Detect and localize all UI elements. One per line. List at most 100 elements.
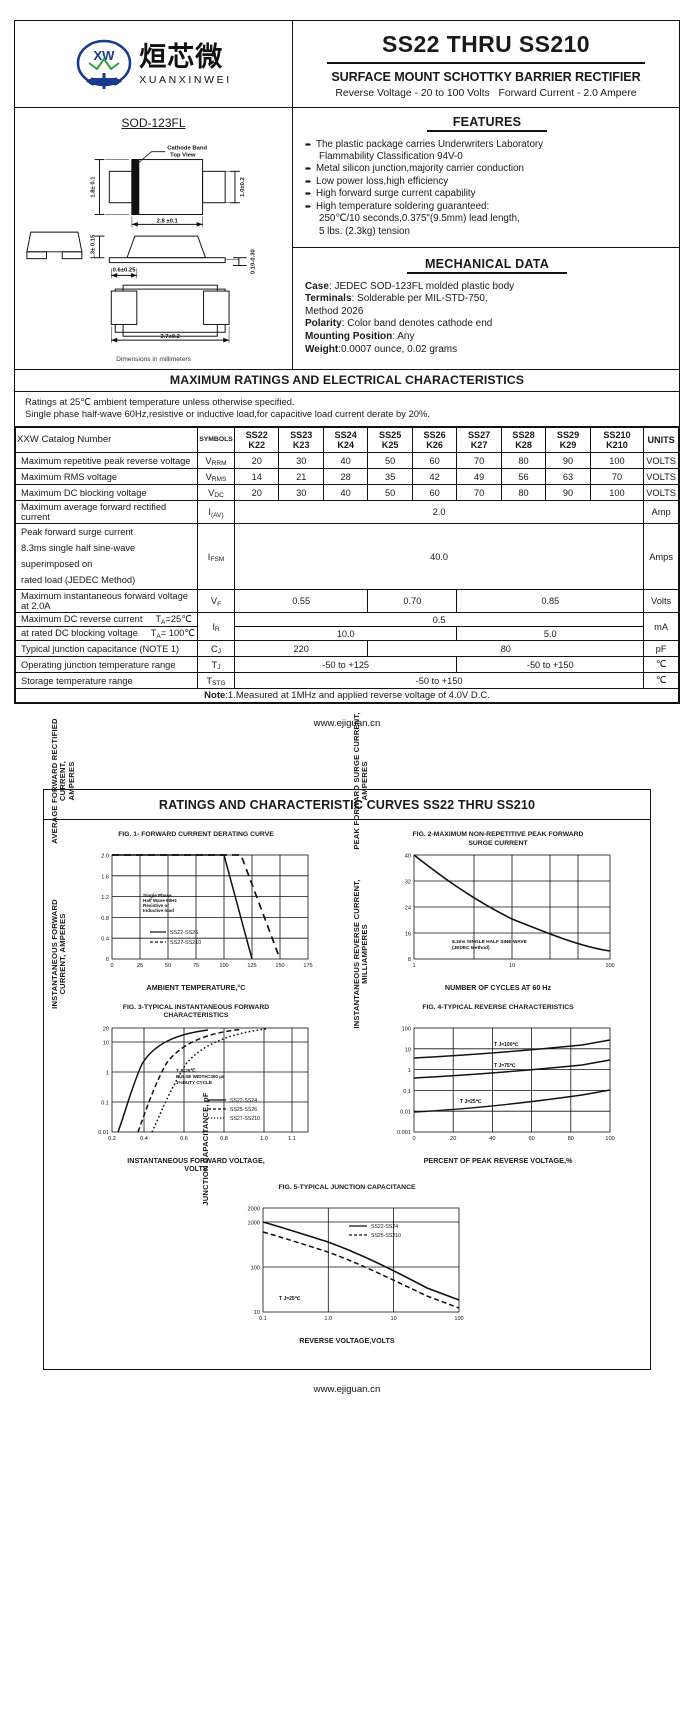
fig4-curve-label-2: T J=25℃ <box>460 1098 482 1105</box>
fig4-curve-label-1: T J=75℃ <box>494 1062 516 1069</box>
svg-text:100: 100 <box>219 963 228 969</box>
cell: 70 <box>456 484 502 502</box>
svg-text:0.4: 0.4 <box>101 937 109 943</box>
mechanical-divider <box>407 272 567 274</box>
mech-value: Method 2026 <box>305 305 364 317</box>
mech-value: JEDEC SOD-123FL molded plastic body <box>334 280 515 292</box>
svg-text:2000: 2000 <box>248 1207 260 1213</box>
fig3-legend-0: SS22-SS24 <box>230 1098 257 1104</box>
curves-body: FIG. 1- FORWARD CURRENT DERATING CURVE A… <box>44 713 650 1369</box>
mechanical-row: Polarity: Color band denotes cathode end <box>305 318 493 330</box>
bullet-icon: ➨ <box>305 189 312 199</box>
dim-standoff: 0.10-0.30 <box>251 248 257 274</box>
mech-label: Case <box>305 280 329 292</box>
package-drawing-panel: SOD-123FL <box>15 108 293 369</box>
feature-text: 5 lbs. (2.3kg) tension <box>319 225 410 237</box>
fig1-series-ss27-ss210 <box>112 854 281 960</box>
ratings-note-line2: Single phase half-wave 60Hz,resistive or… <box>25 408 430 420</box>
col-part-ss28: SS28 K28 <box>500 426 547 454</box>
cell: 42 <box>411 468 458 486</box>
svg-text:175: 175 <box>303 963 312 969</box>
row-unit: mA <box>643 612 679 642</box>
surge-line3: rated load (JEDEC Method) <box>21 574 136 585</box>
fig3-series-ss22-ss24 <box>117 1028 209 1132</box>
fig5-series-ss22-ss24 <box>262 1221 460 1301</box>
curves-row-3: FIG. 5-TYPICAL JUNCTION CAPACITANCE JUNC… <box>52 1093 642 1345</box>
fig4-series-tj100 <box>413 1038 611 1059</box>
fig4-title: FIG. 4-TYPICAL REVERSE CHARACTERISTICS <box>422 1003 574 1011</box>
row-label: Maximum RMS voltage <box>15 468 198 486</box>
company-name-en: XUANXINWEI <box>139 74 232 86</box>
features-list: ➨ The plastic package carries Underwriter… <box>305 139 669 238</box>
fig1-plot: 2.0 1.6 1.2 0.8 0.4 0 0 25 50 75 100 <box>101 854 312 970</box>
svg-text:75: 75 <box>193 963 199 969</box>
surge-line1: Peak forward surge current <box>21 527 134 538</box>
svg-text:25: 25 <box>137 963 143 969</box>
feature-text: The plastic package carries Underwriters… <box>316 138 544 150</box>
cell: 35 <box>367 468 413 486</box>
fig1-legend: SS22-SS26 SS27-SS210 <box>150 930 201 946</box>
cell: 40 <box>322 452 369 470</box>
cell-group: -50 to +125 <box>233 656 458 674</box>
package-name: SOD-123FL <box>121 116 186 130</box>
features-divider <box>427 130 547 132</box>
svg-text:0: 0 <box>106 957 109 963</box>
svg-text:1: 1 <box>106 1070 109 1076</box>
row-unit: ℃ <box>643 672 679 690</box>
svg-text:100: 100 <box>605 1136 614 1142</box>
rating-summary: Reverse Voltage - 20 to 100 Volts Forwar… <box>301 88 671 99</box>
fig5-series-ss25-ss210 <box>262 1231 460 1309</box>
cell: 100 <box>589 484 645 502</box>
title-divider <box>326 62 646 64</box>
cell-span: -50 to +150 <box>233 672 645 690</box>
cell-group: 80 <box>367 640 645 658</box>
cell: 50 <box>367 484 413 502</box>
mech-label: Terminals <box>305 293 352 305</box>
col-catalog-number: XXW Catalog Number <box>15 426 198 454</box>
fig3-title: FIG. 3-TYPICAL INSTANTANEOUS FORWARD CHAR… <box>122 1003 270 1019</box>
page2-footer-url[interactable]: www.ejiguan.cn <box>313 1384 381 1396</box>
dim-thickness: 1.3± 0.15 <box>91 234 97 259</box>
feature-item: ➨ Low power loss,high efficiency <box>305 176 669 188</box>
svg-text:0: 0 <box>412 1136 415 1142</box>
dim-total-length: 3.7±0.2 <box>160 334 180 340</box>
chart-fig1: FIG. 1- FORWARD CURRENT DERATING CURVE A… <box>50 719 340 993</box>
dim-pad-width: 0.6±0.25 <box>113 267 137 273</box>
cell: 20 <box>233 484 280 502</box>
middle-section: SOD-123FL <box>15 108 679 370</box>
col-part-ss22: SS22 K22 <box>233 426 280 454</box>
row-unit: VOLTS <box>643 468 679 486</box>
mechanical-row: Terminals: Solderable per MIL-STD-750, <box>305 293 488 305</box>
row-symbol: IR <box>197 612 235 642</box>
cell: 90 <box>545 452 591 470</box>
cell: 100 <box>589 452 645 470</box>
svg-text:0: 0 <box>110 963 113 969</box>
mechanical-row: Case: JEDEC SOD-123FL molded plastic bod… <box>305 280 515 292</box>
svg-text:0.4: 0.4 <box>140 1136 148 1142</box>
svg-text:0.01: 0.01 <box>400 1109 411 1115</box>
specs-panel: FEATURES ➨ The plastic package carries Un… <box>293 108 679 369</box>
bullet-icon: ➨ <box>305 176 312 186</box>
svg-text:0.2: 0.2 <box>108 1136 116 1142</box>
feature-text: 250℃/10 seconds,0.375"(9.5mm) lead lengt… <box>319 213 520 225</box>
cell: 50 <box>367 452 413 470</box>
table-row: Maximum RMS voltage VRMS 14 21 28 35 42 … <box>15 468 679 486</box>
col-part-ss210: SS210 K210 <box>589 426 645 454</box>
table-row: Maximum instantaneous forward voltage at… <box>15 589 679 614</box>
row-symbol: IFSM <box>197 523 235 591</box>
callout-cathode-band: Cathode Band <box>167 146 207 152</box>
callout-top-view: Top View <box>170 153 196 159</box>
svg-text:Half Wave 60Hz: Half Wave 60Hz <box>143 898 177 903</box>
row-label: Maximum DC blocking voltage <box>15 484 198 502</box>
table-row-surge: Peak forward surge current 8.3ms single … <box>15 523 679 591</box>
row-unit: Amp <box>643 500 679 525</box>
svg-text:150: 150 <box>275 963 284 969</box>
fig1-xlabel: AMBIENT TEMPERATURE,°C <box>146 983 246 993</box>
svg-text:8: 8 <box>408 957 411 963</box>
svg-text:60: 60 <box>528 1136 534 1142</box>
fig4-series-tj25 <box>413 1088 611 1113</box>
dim-body-width: 2.8 ±0.1 <box>157 218 179 224</box>
svg-text:XW: XW <box>94 48 116 63</box>
page1-footer-url[interactable]: www.ejiguan.cn <box>313 718 381 730</box>
mech-label: Mounting Position <box>305 331 393 343</box>
